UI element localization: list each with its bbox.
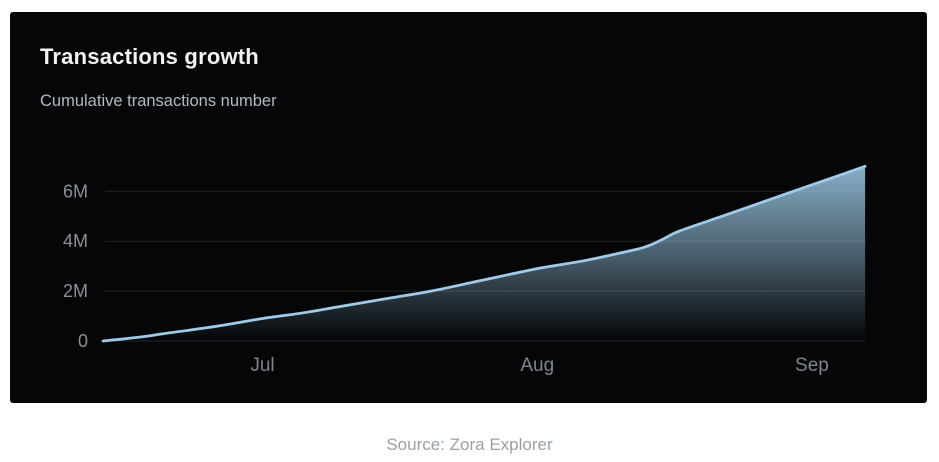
source-caption: Source: Zora Explorer [386,435,553,454]
chart-title: Transactions growth [40,44,259,69]
series-line [101,164,867,343]
area-fill [103,166,866,341]
transactions-growth-card: 0 2M 4M 6M Jul Aug Sep Transactions growth Cum… [10,12,927,403]
chart-subtitle: Cumulative transactions number [40,92,277,110]
x-tick-label-Jul: Jul [250,355,274,376]
y-tick-label-0: 0 [78,331,88,351]
x-tick-label-Aug: Aug [520,355,554,376]
y-tick-label-4M: 4M [63,231,88,251]
y-tick-label-6M: 6M [63,181,88,201]
x-tick-label-Sep: Sep [795,355,829,376]
transactions-growth-chart: 0 2M 4M 6M Jul Aug Sep [63,164,867,376]
y-tick-label-2M: 2M [63,281,88,301]
